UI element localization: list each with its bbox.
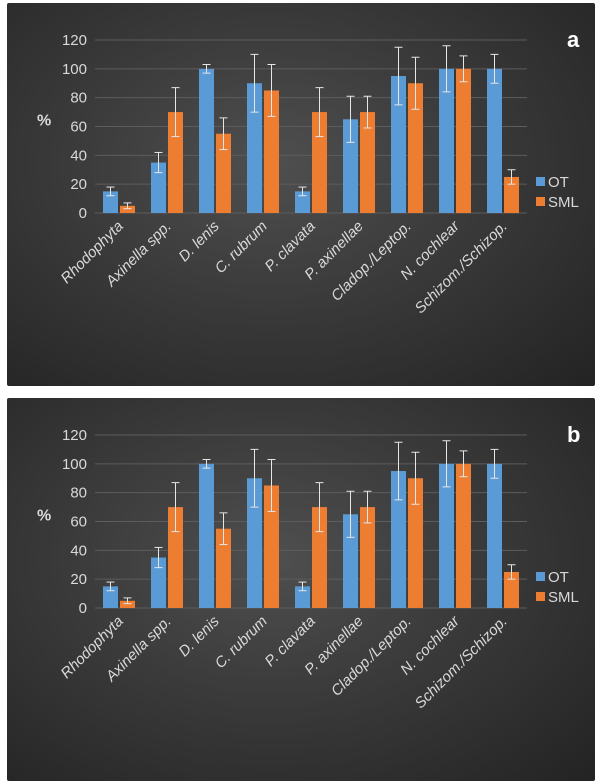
- legend-label-ot: OT: [548, 174, 569, 191]
- y-tick-label: 20: [70, 571, 87, 588]
- y-tick-label: 40: [70, 542, 87, 559]
- bar-sml: [264, 90, 279, 213]
- panel-label: b: [567, 422, 580, 447]
- chart-panel-a: 0 20 40 60 80 100 120% a Rhodophyta Axinella spp.…: [7, 3, 595, 386]
- y-tick-label: 100: [62, 61, 87, 78]
- y-tick-label: 80: [70, 485, 87, 502]
- chart-panel-b: 0 20 40 60 80 100 120% b Rhodophyta Axinella spp.…: [7, 398, 595, 781]
- y-tick-label: 0: [79, 600, 87, 617]
- bar-ot: [295, 191, 310, 213]
- legend-label-sml: SML: [548, 194, 579, 211]
- bar-ot: [487, 463, 502, 608]
- bar-sml: [264, 485, 279, 608]
- bar-sml: [216, 528, 231, 608]
- bar-ot: [247, 478, 262, 608]
- legend-swatch-ot: [536, 177, 545, 186]
- x-tick-label: Schizom./Schizop.: [412, 218, 511, 317]
- bar-sml: [456, 68, 471, 213]
- bar-ot: [151, 557, 166, 608]
- bar-sml: [168, 507, 183, 608]
- x-tick-label: D. lenis: [175, 217, 223, 265]
- panel-label: a: [567, 27, 580, 52]
- bar-ot: [391, 471, 406, 608]
- bar-ot: [247, 83, 262, 213]
- y-tick-label: 40: [70, 147, 87, 164]
- y-tick-label: 0: [79, 205, 87, 222]
- bar-sml: [360, 112, 375, 213]
- bar-sml: [408, 478, 423, 608]
- bar-sml: [120, 205, 135, 213]
- bar-sml: [216, 133, 231, 213]
- legend-swatch-sml: [536, 197, 545, 206]
- x-tick-label: C. rubrum: [212, 218, 271, 277]
- x-tick-label: C. rubrum: [212, 613, 271, 672]
- x-tick-label: D. lenis: [175, 612, 223, 660]
- legend-label-sml: SML: [548, 589, 579, 606]
- bar-sml: [408, 83, 423, 213]
- y-tick-label: 100: [62, 456, 87, 473]
- legend-swatch-sml: [536, 592, 545, 601]
- bar-ot: [487, 68, 502, 213]
- bar-sml: [456, 463, 471, 608]
- bar-sml: [312, 507, 327, 608]
- y-tick-label: 120: [62, 427, 87, 444]
- y-tick-label: 60: [70, 514, 87, 531]
- y-tick-label: 80: [70, 90, 87, 107]
- bar-sml: [312, 112, 327, 213]
- bar-ot: [439, 463, 454, 608]
- bar-ot: [391, 76, 406, 214]
- bar-sml: [168, 112, 183, 213]
- y-axis-label: %: [37, 112, 51, 129]
- bar-ot: [103, 586, 118, 608]
- bar-ot: [199, 68, 214, 213]
- bar-ot: [439, 68, 454, 213]
- x-tick-label: Schizom./Schizop.: [412, 613, 511, 712]
- legend-label-ot: OT: [548, 569, 569, 586]
- bar-sml: [360, 507, 375, 608]
- y-tick-label: 60: [70, 119, 87, 136]
- legend-swatch-ot: [536, 572, 545, 581]
- bar-sml: [504, 176, 519, 213]
- bar-sml: [120, 600, 135, 608]
- bar-ot: [103, 191, 118, 213]
- bar-sml: [504, 571, 519, 608]
- y-tick-label: 120: [62, 32, 87, 49]
- y-axis-label: %: [37, 507, 51, 524]
- y-tick-label: 20: [70, 176, 87, 193]
- bar-ot: [295, 586, 310, 608]
- bar-ot: [151, 162, 166, 213]
- bar-ot: [199, 463, 214, 608]
